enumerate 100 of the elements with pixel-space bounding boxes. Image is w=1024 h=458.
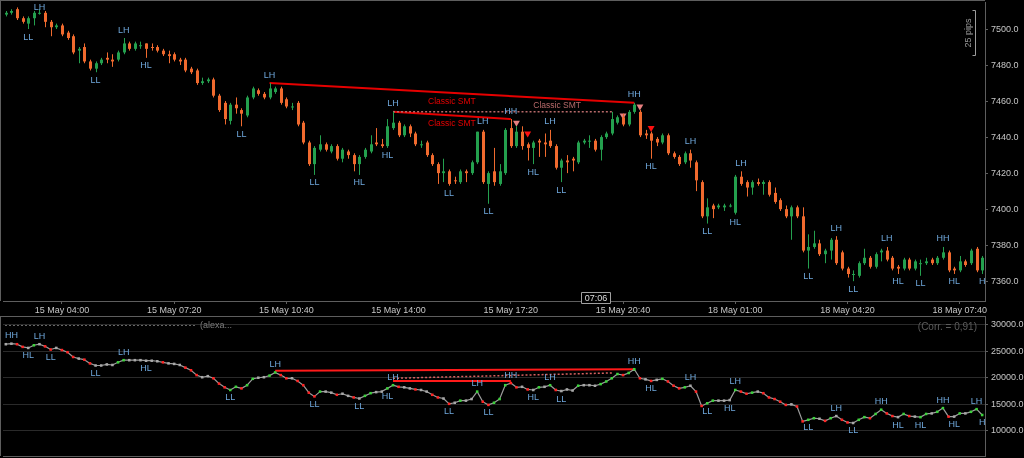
candlestick bbox=[706, 197, 709, 225]
point bbox=[524, 131, 532, 138]
data-label: LL bbox=[702, 405, 713, 416]
data-label: HH bbox=[504, 369, 518, 380]
annotation: (Corr. = 0,91) bbox=[917, 320, 977, 332]
candlestick bbox=[212, 77, 215, 98]
y-tick-label: 20000.0 bbox=[991, 372, 1024, 383]
data-label: HL bbox=[645, 383, 657, 394]
data-label: LH bbox=[830, 402, 843, 413]
data-label: LL bbox=[444, 406, 455, 417]
point bbox=[647, 126, 655, 133]
y-tick-label: 25000.0 bbox=[991, 345, 1024, 356]
data-label: LH bbox=[729, 376, 742, 387]
candlestick bbox=[308, 140, 311, 167]
y-tick-label: 15000.0 bbox=[991, 398, 1024, 409]
text: LH bbox=[33, 2, 46, 13]
candlestick bbox=[72, 33, 75, 55]
y-tick-label: 7500.0 bbox=[991, 23, 1019, 34]
candlestick bbox=[229, 102, 232, 125]
data-label: LL bbox=[90, 367, 101, 378]
data-label: H bbox=[978, 417, 986, 428]
text: LH bbox=[387, 98, 399, 109]
text: LL bbox=[848, 283, 859, 294]
text: LH bbox=[544, 116, 556, 127]
data-label: HH bbox=[627, 355, 641, 366]
x-tick-label: 18 May 04:20 bbox=[820, 304, 875, 315]
candlestick bbox=[437, 161, 440, 185]
text: LH bbox=[684, 136, 697, 147]
candlestick bbox=[521, 125, 524, 151]
data-label: LL bbox=[803, 422, 814, 433]
series-label: Classic SMT bbox=[428, 96, 476, 107]
candlestick bbox=[549, 129, 552, 149]
y-tick-label: 7480.0 bbox=[991, 59, 1019, 70]
data-label: HH bbox=[874, 396, 888, 407]
text: LL bbox=[90, 74, 101, 85]
x-tick-label: 15 May 04:00 bbox=[34, 304, 90, 315]
data-label: LH bbox=[387, 371, 399, 382]
text: LH bbox=[881, 233, 893, 244]
candlestick bbox=[510, 118, 513, 149]
y-tick-label: 7360.0 bbox=[991, 275, 1019, 286]
candlestick bbox=[835, 235, 838, 266]
text: LH bbox=[117, 24, 130, 35]
data-label: LL bbox=[354, 400, 365, 411]
data-label: HL bbox=[914, 419, 927, 430]
text: LL bbox=[23, 31, 34, 42]
candlestick bbox=[762, 179, 765, 196]
text: HL bbox=[729, 217, 742, 228]
point bbox=[636, 104, 644, 111]
candlestick bbox=[560, 158, 563, 183]
data-label: HH bbox=[4, 330, 18, 341]
candlestick bbox=[841, 250, 844, 271]
y-tick-label: 7380.0 bbox=[991, 239, 1019, 250]
candlestick bbox=[852, 269, 855, 282]
candlestick bbox=[442, 158, 445, 183]
data-label: LH bbox=[33, 330, 46, 341]
text: LL bbox=[915, 278, 926, 289]
candlestick bbox=[790, 205, 793, 241]
data-label: HL bbox=[527, 392, 540, 403]
series-label: Classic SMT bbox=[533, 100, 581, 111]
candlestick bbox=[695, 160, 698, 192]
text: HL bbox=[381, 150, 394, 161]
data-label: HL bbox=[140, 363, 152, 374]
text: H bbox=[978, 276, 986, 287]
candlestick bbox=[392, 111, 395, 131]
candlestick bbox=[976, 246, 979, 273]
candlestick bbox=[807, 233, 810, 270]
candlestick bbox=[302, 120, 305, 145]
data-label: LH bbox=[684, 372, 697, 383]
series-label: Classic SMT bbox=[428, 117, 476, 128]
text: HH bbox=[936, 233, 950, 244]
data-label: LL bbox=[483, 407, 494, 418]
text: LL bbox=[702, 226, 713, 237]
text: LH bbox=[830, 222, 843, 233]
candlestick bbox=[487, 170, 490, 205]
candlestick bbox=[544, 132, 547, 158]
data-label: HL bbox=[381, 390, 394, 401]
text: HL bbox=[527, 166, 540, 177]
data-label: LH bbox=[970, 395, 983, 406]
data-label: HL bbox=[892, 419, 904, 430]
x-tick-label: 15 May 17:20 bbox=[483, 304, 539, 315]
candlestick bbox=[224, 100, 227, 125]
candlestick bbox=[667, 132, 670, 156]
text: LL bbox=[236, 128, 247, 139]
candlestick bbox=[948, 250, 951, 273]
y-tick-label: 7400.0 bbox=[991, 203, 1019, 214]
text: HL bbox=[140, 60, 152, 71]
candlestick bbox=[151, 42, 154, 52]
text: LL bbox=[483, 206, 494, 217]
candlestick bbox=[555, 143, 558, 171]
candlestick bbox=[919, 259, 922, 277]
data-label: LL bbox=[309, 398, 320, 409]
text: LH bbox=[263, 69, 276, 80]
y-tick-label: 7460.0 bbox=[991, 95, 1019, 106]
candlestick bbox=[493, 147, 496, 187]
candlestick bbox=[600, 134, 603, 162]
candlestick bbox=[830, 237, 833, 261]
data-label: LH bbox=[117, 346, 130, 357]
data-label: LL bbox=[556, 393, 567, 404]
data-label: LH bbox=[544, 371, 556, 382]
data-label: LL bbox=[225, 392, 236, 403]
